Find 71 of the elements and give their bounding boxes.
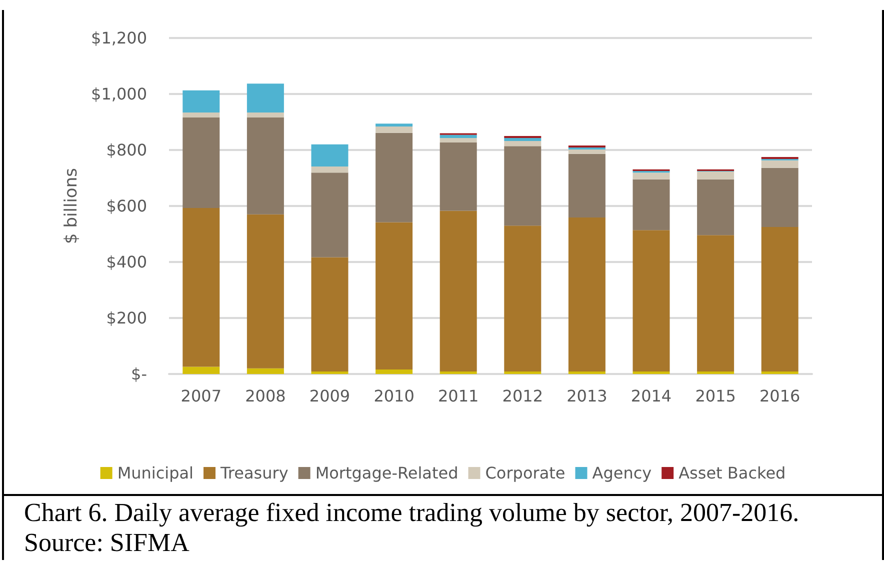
bar (246, 84, 284, 112)
bar (376, 370, 413, 374)
bar (182, 90, 220, 112)
y-tick-label: $- (131, 364, 147, 384)
bar (440, 210, 477, 372)
y-tick-label: $600 (106, 196, 147, 216)
bar (182, 366, 220, 374)
bar (697, 179, 734, 236)
caption: Chart 6. Daily average fixed income trading volume by sector, 2007-2016. Source: SIFMA (24, 498, 800, 558)
bar (697, 235, 734, 372)
bar (311, 166, 348, 173)
bar (182, 208, 220, 367)
x-tick-label: 2009 (309, 386, 350, 406)
bar (311, 257, 348, 372)
x-tick-label: 2013 (566, 386, 608, 406)
bar (761, 371, 798, 374)
x-tick-label: 2007 (180, 386, 222, 406)
x-tick-label: 2008 (245, 386, 286, 406)
bar (697, 371, 734, 374)
bar (568, 154, 606, 218)
bar (568, 217, 606, 372)
bar (568, 371, 606, 374)
bar (761, 160, 798, 168)
bar (440, 371, 477, 374)
bar (246, 368, 284, 374)
bar (761, 227, 798, 372)
bar (504, 226, 542, 372)
legend-label: Agency (592, 464, 652, 482)
bar (504, 146, 542, 226)
bar (504, 141, 542, 146)
bar (440, 142, 477, 211)
bar (246, 214, 284, 368)
x-tick-label: 2012 (502, 386, 544, 406)
bar (568, 149, 606, 154)
bar (311, 371, 348, 374)
bar (376, 126, 413, 133)
bar (504, 371, 542, 374)
y-tick-label: $400 (106, 252, 147, 272)
bar (311, 172, 348, 258)
bar (697, 172, 734, 180)
legend-label: Mortgage-Related (315, 464, 458, 482)
bar (761, 168, 798, 227)
bar (440, 138, 477, 142)
bar (376, 222, 413, 370)
bar (376, 124, 413, 126)
y-axis-title: $ billions (62, 168, 82, 244)
bar (632, 371, 670, 374)
bar (632, 179, 670, 230)
x-tick-label: 2014 (630, 386, 672, 406)
x-tick-label: 2016 (759, 386, 800, 406)
legend-label: Municipal (117, 464, 194, 482)
y-tick-label: $1,200 (91, 28, 147, 48)
legend-label: Asset Backed (678, 464, 786, 482)
x-tick-label: 2015 (695, 386, 736, 406)
bar (182, 112, 220, 118)
bar (246, 112, 284, 118)
bar (246, 118, 284, 214)
bar (182, 118, 220, 208)
bar (376, 132, 413, 222)
x-tick-label: 2011 (438, 386, 479, 406)
bar (632, 172, 670, 180)
legend-label: Treasury (219, 464, 288, 482)
bar (440, 134, 477, 138)
bar (504, 138, 542, 142)
x-tick-label: 2010 (374, 386, 414, 406)
bar (311, 144, 348, 167)
y-tick-label: $1,000 (91, 84, 147, 104)
bar (632, 230, 670, 372)
y-tick-label: $800 (106, 140, 147, 160)
legend-label: Corporate (485, 464, 566, 482)
y-tick-label: $200 (106, 308, 147, 328)
